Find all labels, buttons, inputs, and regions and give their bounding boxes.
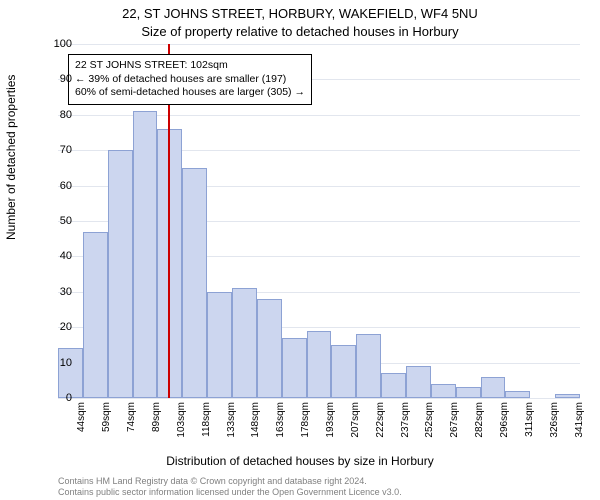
y-tick-label: 70	[44, 144, 72, 156]
bar	[505, 391, 530, 398]
x-tick-label: 207sqm	[350, 402, 361, 450]
footer-line-2: Contains public sector information licen…	[58, 487, 402, 497]
bar	[456, 387, 481, 398]
bar	[555, 394, 580, 398]
y-tick-label: 10	[44, 357, 72, 369]
bar	[108, 150, 133, 398]
x-tick-label: 118sqm	[201, 402, 212, 450]
x-tick-label: 252sqm	[424, 402, 435, 450]
chart-subtitle: Size of property relative to detached ho…	[0, 24, 600, 39]
chart-main-title: 22, ST JOHNS STREET, HORBURY, WAKEFIELD,…	[0, 6, 600, 21]
bar	[331, 345, 356, 398]
bar	[232, 288, 257, 398]
y-tick-label: 60	[44, 180, 72, 192]
x-tick-label: 326sqm	[549, 402, 560, 450]
y-tick-label: 90	[44, 73, 72, 85]
bar	[157, 129, 182, 398]
bar	[257, 299, 282, 398]
y-tick-label: 20	[44, 321, 72, 333]
x-tick-label: 148sqm	[250, 402, 261, 450]
bar	[381, 373, 406, 398]
bar	[431, 384, 456, 398]
footer-line-1: Contains HM Land Registry data © Crown c…	[58, 476, 367, 486]
bar	[481, 377, 506, 398]
bar	[307, 331, 332, 398]
x-tick-label: 133sqm	[226, 402, 237, 450]
x-tick-label: 74sqm	[126, 402, 137, 450]
x-tick-label: 178sqm	[300, 402, 311, 450]
x-tick-label: 296sqm	[499, 402, 510, 450]
x-tick-label: 89sqm	[151, 402, 162, 450]
annotation-line2: ← 39% of detached houses are smaller (19…	[75, 73, 305, 87]
bar	[406, 366, 431, 398]
x-tick-label: 282sqm	[474, 402, 485, 450]
y-tick-label: 100	[44, 38, 72, 50]
bar	[207, 292, 232, 398]
y-tick-label: 80	[44, 109, 72, 121]
bar	[133, 111, 158, 398]
x-tick-label: 267sqm	[449, 402, 460, 450]
x-tick-label: 222sqm	[375, 402, 386, 450]
plot-area: 22 ST JOHNS STREET: 102sqm ← 39% of deta…	[58, 44, 580, 398]
bar	[83, 232, 108, 398]
chart-container: 22, ST JOHNS STREET, HORBURY, WAKEFIELD,…	[0, 0, 600, 500]
y-tick-label: 40	[44, 250, 72, 262]
x-tick-label: 163sqm	[275, 402, 286, 450]
bar	[282, 338, 307, 398]
x-tick-label: 341sqm	[574, 402, 585, 450]
annotation-line3: 60% of semi-detached houses are larger (…	[75, 86, 305, 100]
x-tick-label: 59sqm	[101, 402, 112, 450]
annotation-line1: 22 ST JOHNS STREET: 102sqm	[75, 59, 305, 73]
y-tick-label: 50	[44, 215, 72, 227]
x-tick-label: 103sqm	[176, 402, 187, 450]
y-tick-label: 0	[44, 392, 72, 404]
annotation-box: 22 ST JOHNS STREET: 102sqm ← 39% of deta…	[68, 54, 312, 105]
grid-line	[58, 44, 580, 45]
y-axis-title: Number of detached properties	[4, 75, 18, 240]
x-axis-title: Distribution of detached houses by size …	[0, 454, 600, 468]
x-tick-label: 193sqm	[325, 402, 336, 450]
bar	[356, 334, 381, 398]
bar	[182, 168, 207, 398]
x-tick-label: 237sqm	[400, 402, 411, 450]
x-tick-label: 311sqm	[524, 402, 535, 450]
grid-line	[58, 398, 580, 399]
x-tick-label: 44sqm	[76, 402, 87, 450]
y-tick-label: 30	[44, 286, 72, 298]
